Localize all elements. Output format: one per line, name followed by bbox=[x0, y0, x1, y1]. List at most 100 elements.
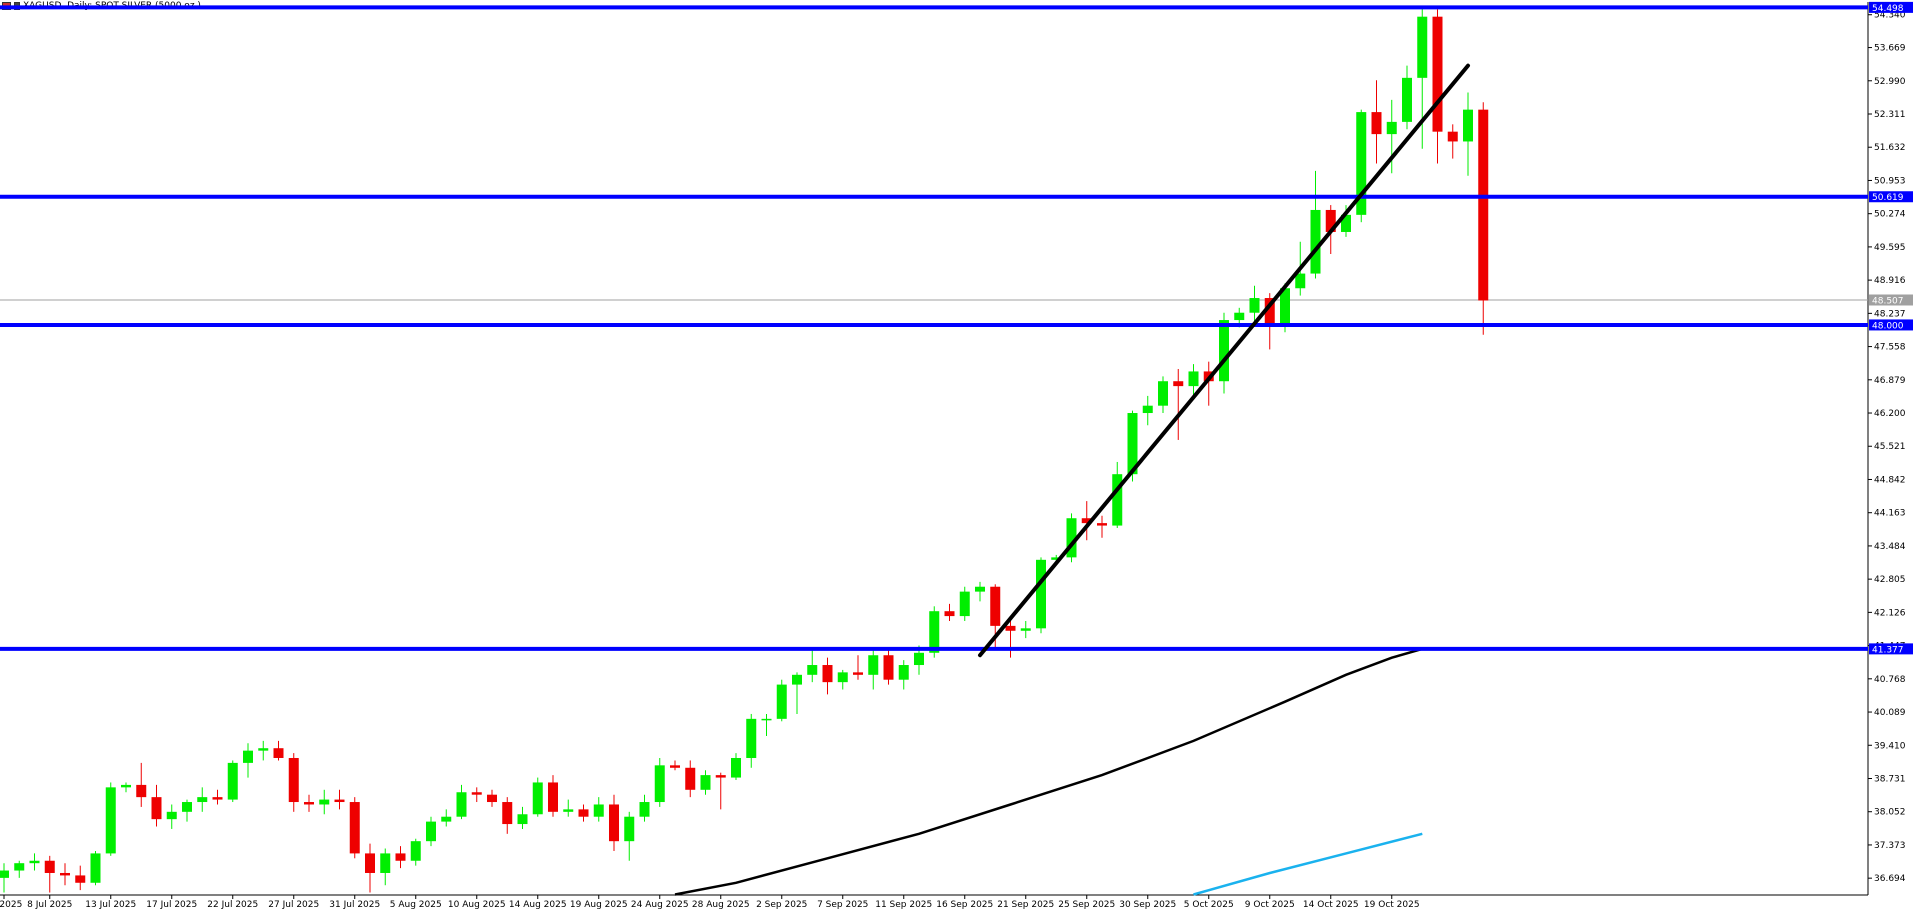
candle[interactable] bbox=[456, 784, 467, 820]
candle[interactable] bbox=[60, 863, 70, 886]
candle[interactable] bbox=[1447, 124, 1458, 159]
candle[interactable] bbox=[1112, 461, 1123, 529]
candle-body bbox=[959, 591, 970, 617]
candle[interactable] bbox=[395, 846, 406, 869]
price-tick-label: 44.842 bbox=[1874, 475, 1906, 485]
candle[interactable] bbox=[166, 804, 177, 829]
candle[interactable] bbox=[334, 789, 345, 810]
candle[interactable] bbox=[1386, 99, 1397, 174]
candle[interactable] bbox=[1249, 285, 1260, 323]
trendline[interactable] bbox=[978, 63, 1470, 658]
candle[interactable] bbox=[975, 581, 985, 602]
candle[interactable] bbox=[1432, 9, 1443, 164]
candle[interactable] bbox=[258, 740, 269, 761]
current-price-label: 48.507 bbox=[1872, 296, 1904, 306]
candle[interactable] bbox=[44, 855, 55, 893]
candle[interactable] bbox=[700, 770, 711, 795]
candle[interactable] bbox=[182, 799, 192, 822]
candle[interactable] bbox=[517, 806, 528, 829]
candle[interactable] bbox=[1081, 501, 1092, 541]
candle[interactable] bbox=[441, 809, 452, 827]
candle[interactable] bbox=[151, 784, 162, 827]
candle-body bbox=[90, 853, 101, 883]
candle[interactable] bbox=[1478, 102, 1489, 335]
candle[interactable] bbox=[670, 760, 680, 771]
level-price-label: 54.498 bbox=[1872, 4, 1904, 14]
candle[interactable] bbox=[197, 787, 208, 812]
candle[interactable] bbox=[0, 863, 9, 893]
candle[interactable] bbox=[746, 713, 757, 768]
candle[interactable] bbox=[1310, 170, 1321, 279]
candle[interactable] bbox=[1173, 368, 1184, 440]
candle[interactable] bbox=[609, 794, 619, 851]
candle[interactable] bbox=[380, 848, 391, 886]
candle[interactable] bbox=[487, 789, 497, 807]
candle[interactable] bbox=[1371, 80, 1382, 164]
candle[interactable] bbox=[822, 657, 833, 695]
candle[interactable] bbox=[731, 753, 741, 781]
candle[interactable] bbox=[685, 760, 696, 798]
candle[interactable] bbox=[75, 865, 86, 891]
candle[interactable] bbox=[853, 655, 863, 680]
candle[interactable] bbox=[1402, 65, 1412, 130]
candle[interactable] bbox=[426, 816, 436, 847]
candle[interactable] bbox=[29, 853, 40, 871]
candle[interactable] bbox=[90, 850, 101, 886]
candle[interactable] bbox=[243, 743, 253, 778]
candle[interactable] bbox=[349, 797, 360, 859]
candle[interactable] bbox=[548, 775, 558, 817]
candle[interactable] bbox=[1188, 364, 1199, 396]
candle[interactable] bbox=[304, 794, 314, 812]
candle[interactable] bbox=[563, 799, 574, 817]
candle[interactable] bbox=[1142, 395, 1153, 426]
candle-body bbox=[548, 782, 558, 812]
candle[interactable] bbox=[136, 762, 147, 807]
candle[interactable] bbox=[502, 797, 513, 834]
candle[interactable] bbox=[273, 740, 284, 761]
time-tick-label: 16 Sep 2025 bbox=[936, 900, 993, 910]
candle[interactable] bbox=[1005, 618, 1016, 658]
candle[interactable] bbox=[807, 650, 818, 683]
candle[interactable] bbox=[212, 789, 223, 805]
candle[interactable] bbox=[776, 679, 787, 722]
candle[interactable] bbox=[883, 650, 894, 685]
candle-body bbox=[441, 816, 452, 822]
candle[interactable] bbox=[868, 647, 879, 690]
candle[interactable] bbox=[1097, 515, 1107, 538]
time-tick-label: 9 Oct 2025 bbox=[1245, 900, 1295, 910]
candle[interactable] bbox=[715, 772, 726, 810]
candle[interactable] bbox=[639, 794, 650, 822]
candle[interactable] bbox=[898, 660, 909, 690]
time-tick-label: 31 Jul 2025 bbox=[329, 900, 380, 910]
candle[interactable] bbox=[837, 669, 848, 690]
candle[interactable] bbox=[1036, 557, 1046, 634]
candle[interactable] bbox=[944, 603, 955, 621]
candle[interactable] bbox=[105, 782, 116, 856]
candle[interactable] bbox=[593, 797, 604, 822]
candle[interactable] bbox=[532, 777, 543, 817]
candle[interactable] bbox=[959, 586, 970, 621]
candle[interactable] bbox=[1417, 6, 1428, 149]
candle[interactable] bbox=[1463, 92, 1473, 176]
candle[interactable] bbox=[624, 811, 635, 861]
candle[interactable] bbox=[410, 838, 421, 866]
candle[interactable] bbox=[1158, 376, 1168, 414]
candle[interactable] bbox=[1066, 513, 1077, 563]
candle[interactable] bbox=[471, 787, 482, 803]
level-price-badge bbox=[1869, 1, 1913, 13]
candle[interactable] bbox=[1356, 109, 1367, 223]
candle[interactable] bbox=[578, 804, 589, 822]
candle[interactable] bbox=[365, 843, 375, 893]
time-tick-label: 10 Aug 2025 bbox=[448, 900, 506, 910]
candle[interactable] bbox=[654, 757, 665, 807]
candle[interactable] bbox=[1020, 620, 1031, 639]
candle[interactable] bbox=[792, 672, 802, 714]
candle[interactable] bbox=[761, 713, 772, 736]
candle[interactable] bbox=[319, 789, 330, 815]
candle[interactable] bbox=[227, 760, 238, 803]
candle[interactable] bbox=[14, 860, 25, 878]
candle-body bbox=[1249, 298, 1260, 313]
candle[interactable] bbox=[288, 753, 299, 812]
candle[interactable] bbox=[121, 782, 131, 793]
